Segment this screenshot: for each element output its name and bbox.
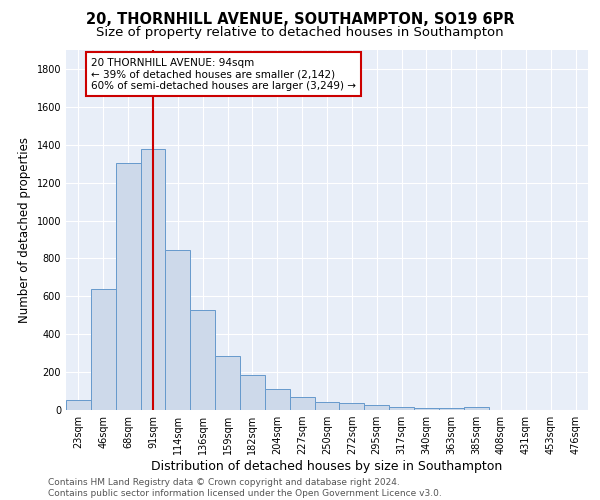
Bar [240,375,265,410]
Bar [464,407,488,410]
Bar [439,408,464,410]
X-axis label: Distribution of detached houses by size in Southampton: Distribution of detached houses by size … [151,460,503,473]
Text: Contains HM Land Registry data © Crown copyright and database right 2024.
Contai: Contains HM Land Registry data © Crown c… [48,478,442,498]
Bar [290,396,314,410]
Bar [340,404,364,410]
Text: 20, THORNHILL AVENUE, SOUTHAMPTON, SO19 6PR: 20, THORNHILL AVENUE, SOUTHAMPTON, SO19 … [86,12,514,28]
Text: 20 THORNHILL AVENUE: 94sqm
← 39% of detached houses are smaller (2,142)
60% of s: 20 THORNHILL AVENUE: 94sqm ← 39% of deta… [91,58,356,91]
Bar [364,406,389,410]
Bar [215,356,240,410]
Bar [66,400,91,410]
Bar [116,162,140,410]
Y-axis label: Number of detached properties: Number of detached properties [18,137,31,323]
Bar [414,408,439,410]
Text: Size of property relative to detached houses in Southampton: Size of property relative to detached ho… [96,26,504,39]
Bar [190,310,215,410]
Bar [389,407,414,410]
Bar [166,250,190,410]
Bar [91,288,116,410]
Bar [140,150,166,410]
Bar [314,402,340,410]
Bar [265,389,290,410]
